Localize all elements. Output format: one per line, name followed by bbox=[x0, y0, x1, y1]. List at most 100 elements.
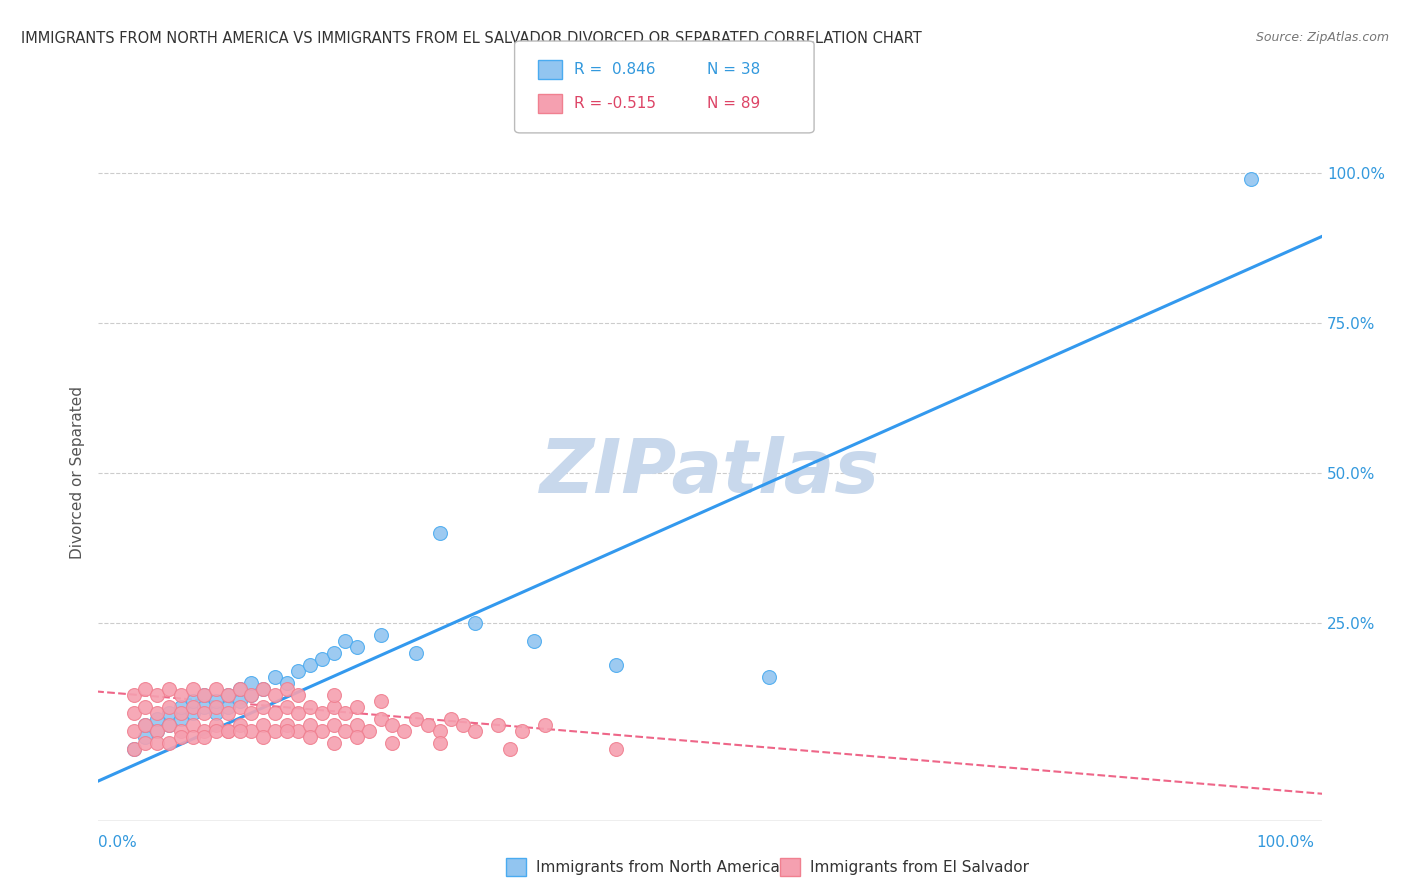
Point bbox=[299, 699, 322, 714]
Point bbox=[357, 723, 380, 738]
Point bbox=[322, 717, 344, 731]
Point bbox=[146, 712, 169, 726]
Point bbox=[346, 699, 368, 714]
Point bbox=[122, 723, 145, 738]
Point bbox=[170, 688, 193, 702]
Point bbox=[263, 723, 285, 738]
Point bbox=[217, 706, 239, 720]
Point bbox=[170, 730, 193, 744]
Point bbox=[429, 525, 451, 540]
Point bbox=[193, 706, 215, 720]
Point bbox=[146, 736, 169, 750]
Point bbox=[193, 688, 215, 702]
Point bbox=[240, 723, 263, 738]
Point bbox=[134, 681, 156, 696]
Point bbox=[228, 717, 250, 731]
Point bbox=[276, 717, 298, 731]
Point bbox=[464, 723, 486, 738]
Point bbox=[157, 706, 180, 720]
Point bbox=[311, 651, 333, 665]
Point bbox=[170, 706, 193, 720]
Point bbox=[193, 699, 215, 714]
Point bbox=[252, 681, 274, 696]
Point bbox=[157, 736, 180, 750]
Point bbox=[276, 699, 298, 714]
Point bbox=[346, 640, 368, 654]
Point bbox=[193, 688, 215, 702]
Point bbox=[193, 723, 215, 738]
Point bbox=[322, 688, 344, 702]
Point bbox=[311, 723, 333, 738]
Point bbox=[217, 688, 239, 702]
Point bbox=[758, 670, 780, 684]
Point bbox=[416, 717, 439, 731]
Point bbox=[346, 730, 368, 744]
Point bbox=[181, 717, 204, 731]
Y-axis label: Divorced or Separated: Divorced or Separated bbox=[69, 386, 84, 559]
Text: ZIPatlas: ZIPatlas bbox=[540, 436, 880, 509]
Point bbox=[299, 730, 322, 744]
Point bbox=[170, 712, 193, 726]
Text: N = 89: N = 89 bbox=[707, 96, 761, 111]
Point bbox=[252, 730, 274, 744]
Point bbox=[276, 681, 298, 696]
Point bbox=[299, 717, 322, 731]
Text: 100.0%: 100.0% bbox=[1257, 836, 1315, 850]
Point bbox=[287, 723, 309, 738]
Point bbox=[381, 736, 404, 750]
Point bbox=[146, 723, 169, 738]
Point bbox=[451, 717, 474, 731]
Point bbox=[205, 681, 228, 696]
Point bbox=[499, 741, 522, 756]
Text: Immigrants from El Salvador: Immigrants from El Salvador bbox=[810, 860, 1029, 874]
Point bbox=[228, 681, 250, 696]
Point bbox=[228, 694, 250, 708]
Point bbox=[370, 694, 392, 708]
Point bbox=[405, 712, 427, 726]
Point bbox=[276, 675, 298, 690]
Point bbox=[134, 717, 156, 731]
Point bbox=[346, 717, 368, 731]
Point bbox=[252, 717, 274, 731]
Point bbox=[122, 706, 145, 720]
Text: Immigrants from North America: Immigrants from North America bbox=[536, 860, 779, 874]
Point bbox=[440, 712, 463, 726]
Point bbox=[122, 741, 145, 756]
Point bbox=[122, 688, 145, 702]
Point bbox=[510, 723, 533, 738]
Point bbox=[252, 699, 274, 714]
Point bbox=[240, 688, 263, 702]
Point bbox=[322, 736, 344, 750]
Point bbox=[429, 736, 451, 750]
Point bbox=[240, 688, 263, 702]
Point bbox=[335, 633, 357, 648]
Point bbox=[392, 723, 416, 738]
Point bbox=[311, 706, 333, 720]
Point bbox=[205, 699, 228, 714]
Point bbox=[287, 706, 309, 720]
Text: R =  0.846: R = 0.846 bbox=[574, 62, 655, 77]
Point bbox=[464, 615, 486, 630]
Point bbox=[193, 730, 215, 744]
Point bbox=[322, 699, 344, 714]
Point bbox=[263, 670, 285, 684]
Point bbox=[486, 717, 509, 731]
Point bbox=[205, 723, 228, 738]
Point bbox=[170, 723, 193, 738]
Point bbox=[381, 717, 404, 731]
Text: N = 38: N = 38 bbox=[707, 62, 761, 77]
Point bbox=[405, 646, 427, 660]
Point bbox=[299, 657, 322, 672]
Point bbox=[181, 730, 204, 744]
Point bbox=[157, 717, 180, 731]
Text: IMMIGRANTS FROM NORTH AMERICA VS IMMIGRANTS FROM EL SALVADOR DIVORCED OR SEPARAT: IMMIGRANTS FROM NORTH AMERICA VS IMMIGRA… bbox=[21, 31, 922, 46]
Point bbox=[181, 694, 204, 708]
Point bbox=[157, 717, 180, 731]
Point bbox=[1240, 172, 1263, 186]
Point bbox=[181, 681, 204, 696]
Point bbox=[170, 699, 193, 714]
Point bbox=[217, 699, 239, 714]
Point bbox=[205, 706, 228, 720]
Point bbox=[240, 706, 263, 720]
Point bbox=[370, 628, 392, 642]
